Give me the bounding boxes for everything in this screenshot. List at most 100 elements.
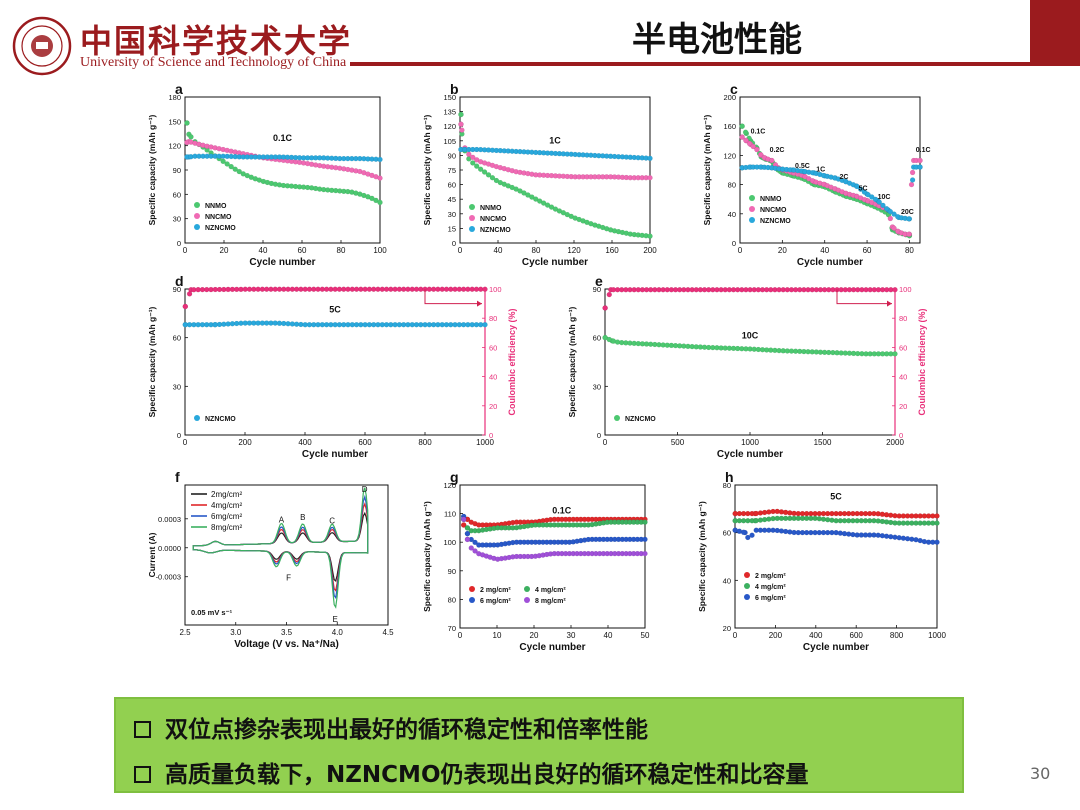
legend-label: 4 mg/cm² (535, 587, 566, 594)
series-4-mg-cm-: 4 mg/cm²: (1, 108)4 mg/cm²: (2, 105)4 mg… (461, 516, 648, 534)
y-tick-label: 60 (173, 334, 181, 343)
legend-label: 8mg/cm² (211, 523, 242, 532)
legend-label: 4mg/cm² (211, 501, 242, 510)
data-point (459, 127, 465, 133)
y2-axis-label: Coulombic efficiency (%) (507, 308, 517, 415)
series-coulombic-efficiency: Coulombic efficiency: (1, 87)Coulombic e… (602, 287, 898, 311)
data-point (858, 186, 864, 192)
data-point (647, 233, 653, 239)
rate-annotation: 5C (859, 185, 868, 192)
peak-label: C (329, 517, 335, 526)
y-tick-label: 60 (723, 529, 731, 538)
legend-marker (194, 202, 200, 208)
y-tick-label: 200 (723, 93, 736, 102)
panel-h: h 0 200 400 600 800 1000 20 40 60 80 Cycle number Sp… (697, 469, 946, 653)
data-point (934, 513, 940, 519)
series-coulombic-efficiency: Coulombic efficiency: (1, 88)Coulombic e… (182, 286, 488, 310)
legend-label: NNCMO (760, 207, 787, 214)
data-point (464, 525, 471, 531)
header-accent-bar (1030, 0, 1080, 62)
y-tick-label: 100 (443, 538, 456, 547)
arrow-to-right-axis (424, 289, 482, 305)
data-point (458, 121, 464, 127)
legend-marker (744, 594, 750, 600)
x-tick-label: 100 (373, 246, 387, 255)
panel-c: c 0 20 40 60 80 0 40 80 120 160 200 Cycle number Spec… (702, 82, 931, 268)
x-axis-label: Cycle number (249, 257, 315, 268)
summary-text-2: 高质量负载下，NZNCMO仍表现出良好的循环稳定性和比容量 (165, 762, 809, 788)
y-axis-label: Specific capacity (mAh g⁻¹) (147, 306, 157, 417)
school-name-en: University of Science and Technology of … (80, 55, 347, 70)
series-nzncmo: NZNCMO: (1, 106)NZNCMO: (2, 106)NZNCMO: … (184, 153, 383, 163)
data-point (769, 157, 775, 164)
data-point (887, 208, 894, 215)
x-tick-label: 50 (641, 631, 650, 640)
y-tick-label: 60 (173, 190, 181, 199)
legend-label: 2 mg/cm² (755, 573, 786, 580)
y-tick-label: 70 (448, 624, 456, 633)
panel-letter: b (450, 82, 459, 97)
plot-frame (459, 484, 646, 629)
legend-marker (749, 206, 755, 212)
y-tick-label: 105 (443, 137, 456, 146)
data-point (906, 231, 912, 237)
x-tick-label: 10 (493, 631, 502, 640)
data-point (883, 206, 890, 212)
y-tick-label: 30 (593, 382, 601, 391)
x-tick-label: 60 (298, 246, 307, 255)
x-tick-label: 1500 (814, 438, 832, 447)
data-point (739, 123, 745, 129)
legend-label: NZNCMO (760, 218, 791, 225)
legend-marker (749, 195, 755, 201)
data-point (917, 164, 923, 170)
data-point (470, 160, 476, 166)
data-point (746, 140, 753, 147)
data-point (909, 177, 916, 183)
x-tick-label: 120 (567, 246, 581, 255)
y-axis-label: Specific capacity (mAh g⁻¹) (422, 114, 432, 225)
y2-tick-label: 0 (899, 431, 903, 440)
data-point (377, 199, 383, 206)
x-tick-label: 200 (238, 438, 252, 447)
x-tick-label: 160 (605, 246, 619, 255)
x-tick-label: 600 (850, 631, 864, 640)
legend-label: NZNCMO (205, 225, 236, 232)
y-axis-label: Specific capacity (mAh g⁻¹) (567, 306, 577, 417)
y2-tick-label: 60 (899, 343, 907, 352)
x-axis-label: Cycle number (519, 642, 585, 653)
x-tick-label: 0 (738, 246, 743, 255)
x-tick-label: 40 (820, 246, 829, 255)
legend-marker (469, 204, 475, 210)
x-tick-label: 4.5 (382, 628, 394, 637)
panel-a: a 0 20 40 60 80 100 0 30 60 90 120 150 180 Cycle numbe… (147, 82, 387, 268)
x-tick-label: 80 (905, 246, 914, 255)
y-tick-label: 0.0000 (158, 544, 181, 553)
x-tick-label: 0 (183, 246, 188, 255)
y-tick-label: 180 (168, 93, 181, 102)
x-tick-label: 80 (532, 246, 541, 255)
legend-label: NZNCMO (480, 227, 511, 234)
x-axis-label: Cycle number (522, 257, 588, 268)
y2-tick-label: 100 (489, 285, 502, 294)
y2-tick-label: 20 (489, 402, 497, 411)
rate-annotation: 20C (901, 209, 914, 216)
x-tick-label: 40 (604, 631, 613, 640)
legend-label: 6 mg/cm² (480, 598, 511, 605)
data-point (917, 157, 923, 164)
y-tick-label: 120 (443, 481, 456, 490)
arrow-head (887, 300, 892, 307)
panel-letter: e (595, 273, 603, 289)
series-nncmo: NNCMO: (1, 145)NNCMO: (3, 140)NNCMO: (5,… (739, 134, 923, 237)
y-tick-label: 0 (177, 431, 181, 440)
y-tick-label: 40 (728, 210, 736, 219)
data-point (642, 519, 648, 525)
rate-annotation: 0.5C (795, 163, 810, 170)
data-point (742, 129, 749, 135)
x-tick-label: 80 (337, 246, 346, 255)
peak-label: D (362, 485, 368, 494)
x-tick-label: 20 (530, 631, 539, 640)
legend-label: 2mg/cm² (211, 490, 242, 499)
x-tick-label: 1000 (928, 631, 946, 640)
summary-text-1: 双位点掺杂表现出最好的循环稳定性和倍率性能 (165, 717, 648, 743)
y-tick-label: 150 (443, 93, 456, 102)
